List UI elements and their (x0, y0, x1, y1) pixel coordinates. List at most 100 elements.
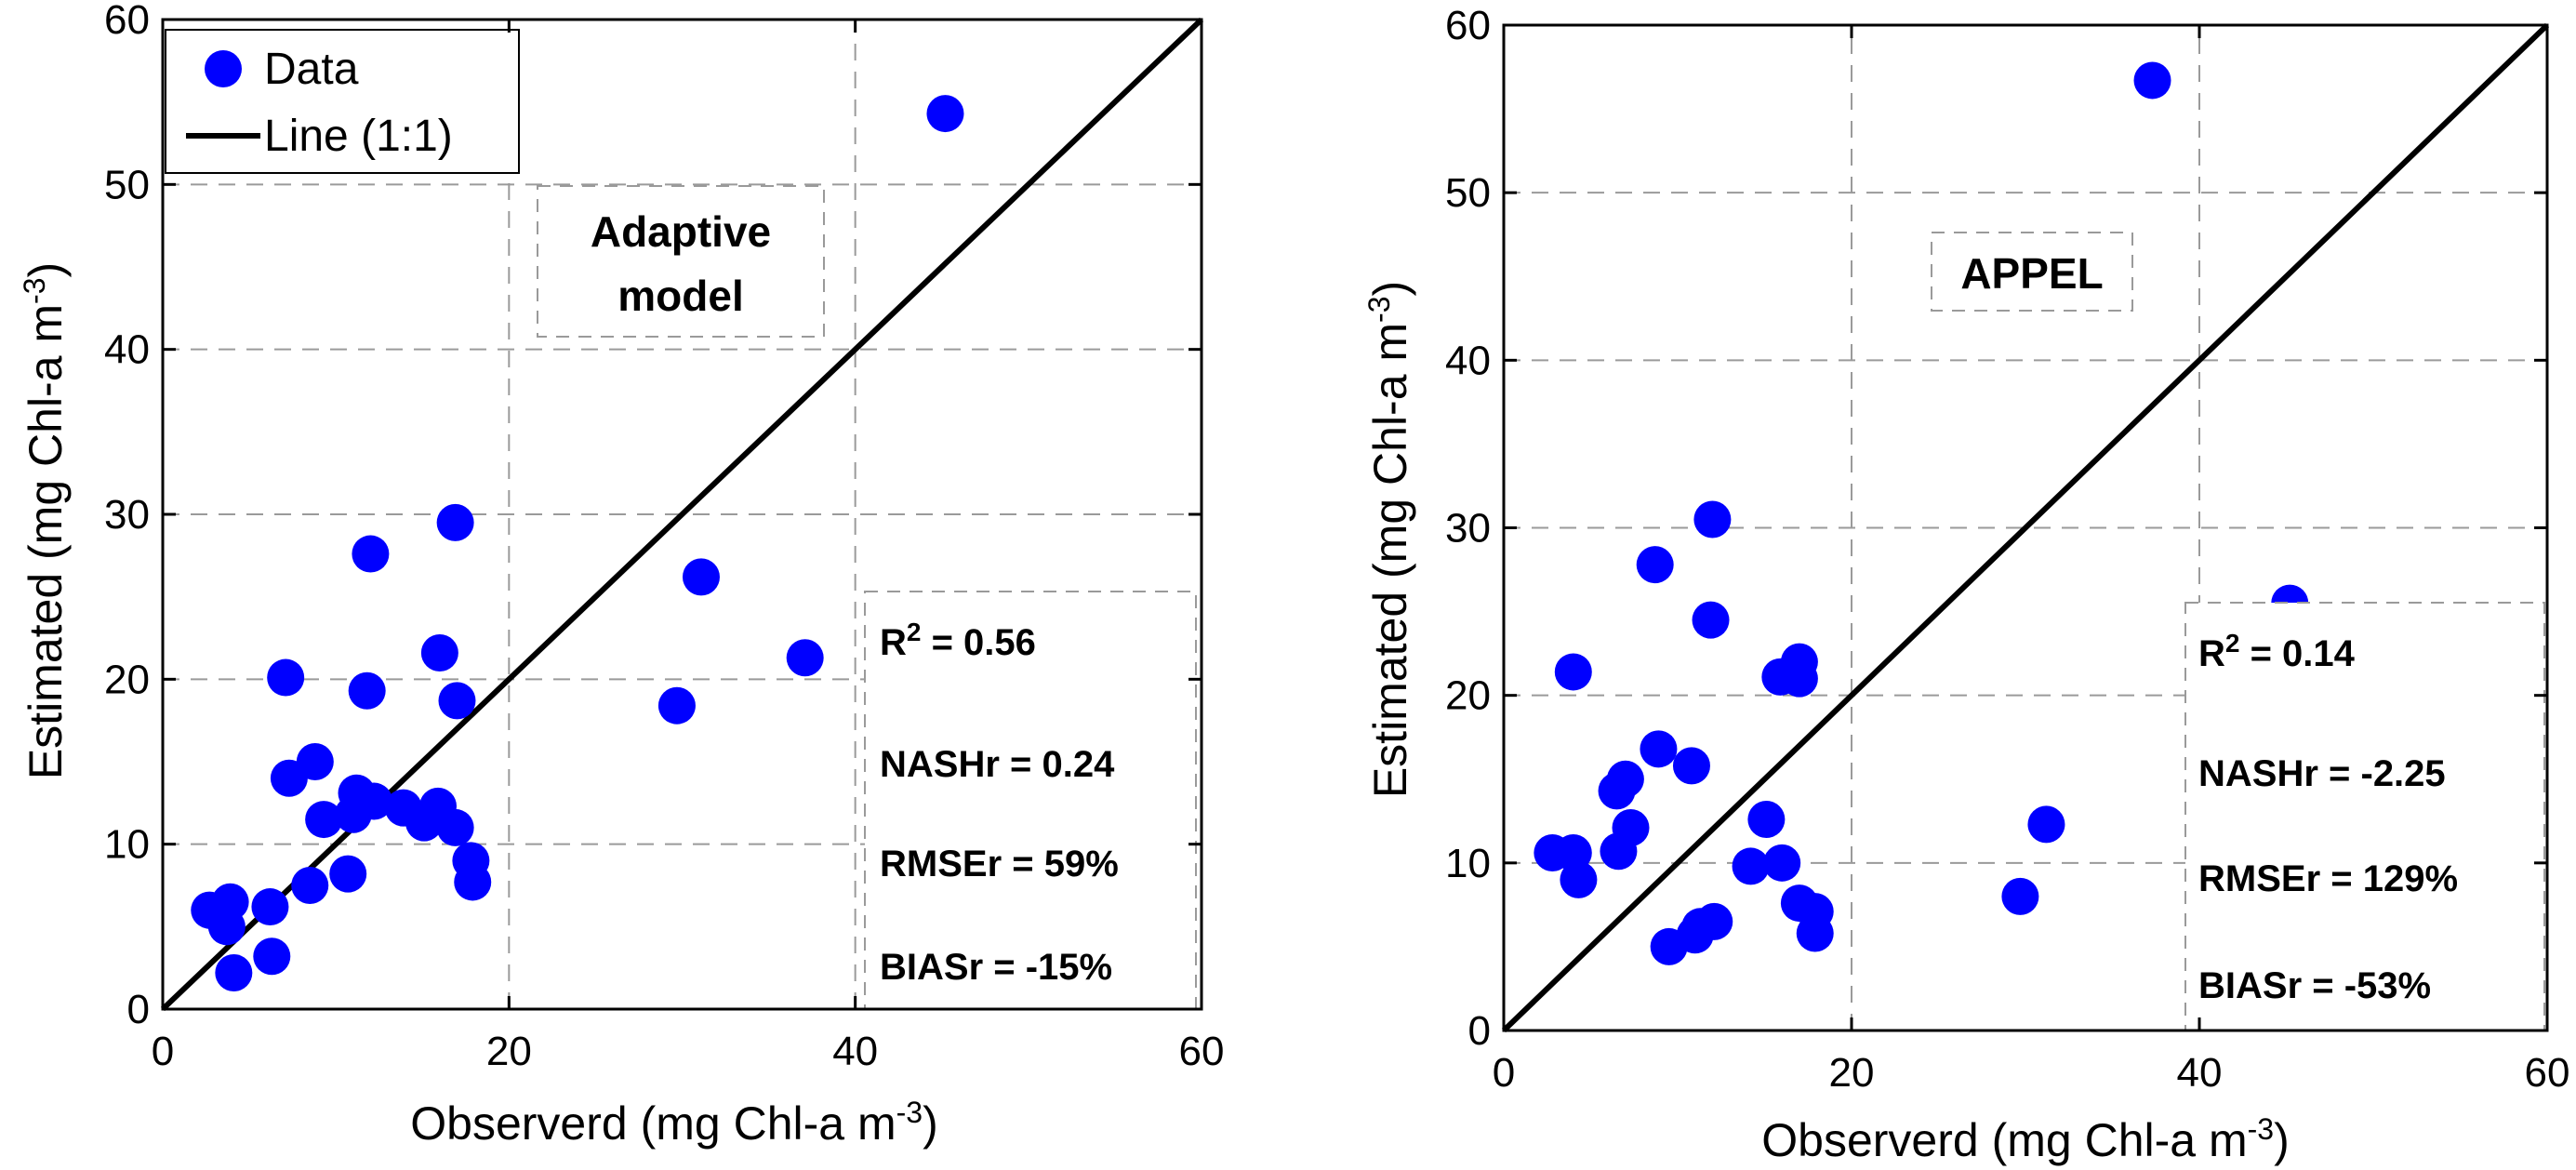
stat-rmser-value: = 59% (1002, 844, 1119, 884)
y-axis-label: Estimated (mg Chl-a m-3) (1362, 281, 1416, 798)
data-point (1636, 546, 1674, 584)
data-point (1693, 500, 1732, 538)
stat-r2-sup: 2 (2225, 629, 2240, 658)
data-point (926, 95, 964, 133)
data-point (329, 855, 367, 893)
legend-label-line: Line (1:1) (264, 112, 453, 161)
data-point (454, 863, 492, 901)
x-tick-label: 0 (1493, 1050, 1515, 1096)
one-to-one-line-group (1501, 22, 2550, 1033)
data-point (1695, 902, 1733, 940)
data-point (355, 782, 393, 820)
data-point (1780, 659, 1818, 698)
stat-nashr: NASHr = 0.24 (880, 744, 1115, 785)
x-axis-label-text: Observerd (mg Chl-a m (1761, 1114, 2247, 1166)
stat-biasr-value: = -15% (983, 947, 1112, 988)
model-title-line-1: APPEL (1960, 249, 2103, 298)
legend: Data Line (1:1) (165, 29, 520, 174)
data-point (786, 639, 824, 677)
data-point (1692, 601, 1730, 639)
data-point (1612, 808, 1650, 846)
data-point (1606, 760, 1644, 798)
data-point (682, 558, 720, 596)
x-axis-label-close: ) (2274, 1114, 2290, 1166)
stat-biasr: BIASr = -53% (2198, 965, 2431, 1006)
x-tick-label: 20 (486, 1029, 532, 1074)
stat-nashr-value: = -2.25 (2318, 753, 2446, 794)
stat-rmser-value: = 129% (2320, 858, 2458, 899)
axis-ticks: 0 20 40 60 0 10 20 30 40 50 60 (1445, 3, 2569, 1096)
x-tick-label: 60 (2525, 1050, 2570, 1096)
data-point (253, 937, 291, 976)
y-tick-label: 10 (104, 822, 150, 868)
data-point (305, 801, 343, 839)
legend-label-data: Data (264, 45, 359, 94)
stat-nashr-value: = 0.24 (1000, 744, 1115, 785)
data-point (2027, 805, 2065, 844)
stat-r2: R2 = 0.14 (2198, 629, 2356, 675)
y-axis-label: Estimated (mg Chl-a m-3) (18, 262, 72, 779)
data-point (1640, 730, 1678, 768)
legend-box (165, 29, 520, 174)
stat-biasr-label: BIASr (2198, 965, 2302, 1006)
stat-r2-label: R (880, 622, 907, 663)
y-axis-label-text: Estimated (mg Chl-a m (20, 304, 72, 779)
x-axis-label: Observerd (mg Chl-a m-3) (410, 1096, 937, 1150)
stat-r2-sup: 2 (907, 618, 922, 646)
stat-r2-value: = 0.14 (2239, 633, 2355, 674)
x-axis-label-text: Observerd (mg Chl-a m (410, 1097, 896, 1150)
x-axis-label-sup: -3 (2248, 1112, 2274, 1146)
data-point (215, 953, 253, 991)
panel-appel: APPEL R2 = 0.14 NASHr = -2.25 RMSEr = 12… (1362, 3, 2569, 1166)
y-tick-label: 20 (1445, 673, 1491, 719)
y-tick-label: 50 (104, 162, 150, 207)
stat-nashr-label: NASHr (880, 744, 1000, 785)
data-point (348, 671, 386, 710)
stat-biasr-value: = -53% (2302, 965, 2431, 1006)
stat-nashr-label: NASHr (2198, 753, 2318, 794)
panel-adaptive-model: Adaptive model R2 = 0.56 NASHr = 0.24 RM… (18, 0, 1224, 1150)
model-title-line-2: model (617, 272, 743, 320)
stat-r2-label: R (2198, 633, 2225, 674)
x-axis-label-close: ) (923, 1097, 938, 1150)
one-to-one-line-group (160, 17, 1204, 1012)
data-point (657, 686, 696, 725)
model-title-line-1: Adaptive (591, 207, 771, 256)
data-point (2133, 61, 2171, 100)
data-points (191, 95, 964, 991)
data-point (352, 535, 390, 573)
y-tick-label: 30 (104, 492, 150, 538)
one-to-one-line (160, 17, 1204, 1012)
y-axis-label-sup: -3 (1362, 296, 1396, 322)
data-point (1560, 860, 1598, 898)
data-point (2001, 877, 2039, 915)
y-axis-label-sup: -3 (18, 277, 51, 303)
x-tick-label: 40 (2177, 1050, 2223, 1096)
data-point (420, 633, 458, 671)
stat-r2-value: = 0.56 (921, 622, 1035, 663)
y-tick-label: 40 (104, 327, 150, 373)
data-points (1534, 61, 2309, 965)
data-point (1747, 800, 1786, 838)
data-point (1796, 914, 1834, 952)
y-tick-label: 0 (1468, 1008, 1491, 1054)
stats-box (864, 591, 1197, 1010)
data-point (1732, 847, 1770, 885)
axis-ticks: 0 20 40 60 0 10 20 30 40 50 60 (104, 0, 1224, 1074)
y-tick-label: 50 (1445, 170, 1491, 216)
stat-rmser: RMSEr = 129% (2198, 858, 2458, 899)
stat-rmser-label: RMSEr (2198, 858, 2320, 899)
data-point (436, 808, 474, 846)
y-axis-label-text: Estimated (mg Chl-a m (1364, 323, 1416, 798)
model-title-box (1931, 232, 2133, 312)
data-point (436, 503, 474, 541)
model-title-box (537, 185, 825, 338)
x-axis-label-sup: -3 (896, 1096, 923, 1129)
y-axis-label-close: ) (1364, 281, 1416, 297)
legend-marker-data (205, 50, 242, 87)
data-point (291, 867, 329, 904)
data-point (438, 682, 476, 720)
x-tick-label: 40 (832, 1029, 878, 1074)
y-tick-label: 10 (1445, 841, 1491, 886)
